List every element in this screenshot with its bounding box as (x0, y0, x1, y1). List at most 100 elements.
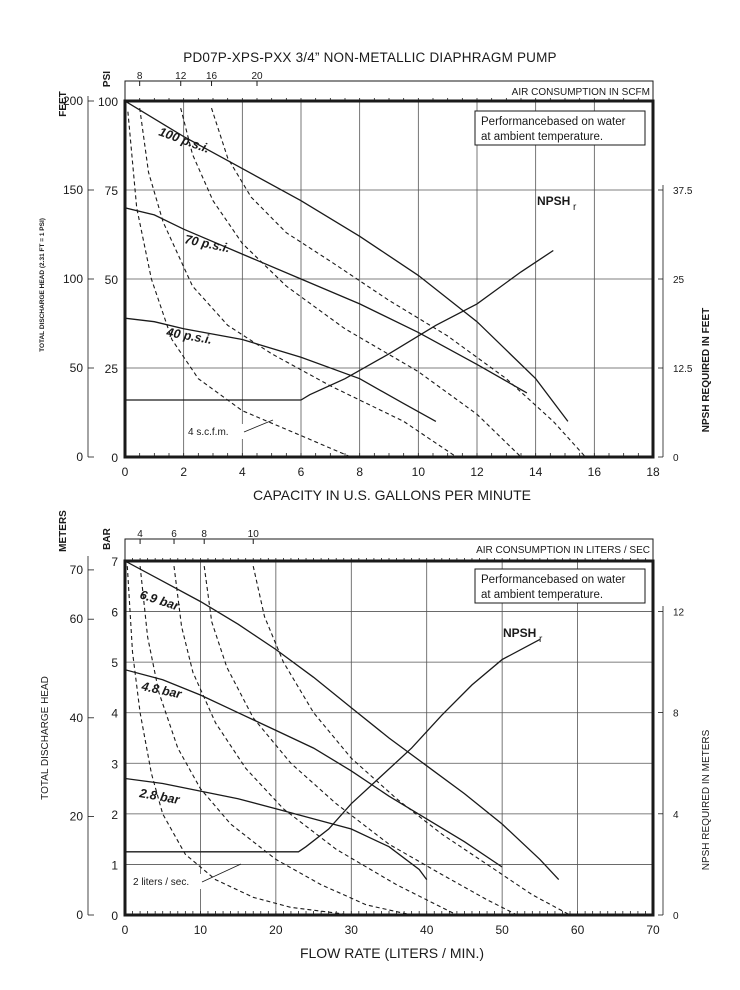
metric-air-axis-label: AIR CONSUMPTION IN LITERS / SEC (476, 545, 650, 556)
metric-secondary-tick-label: 70 (70, 563, 84, 577)
us-plot-frame (123, 99, 655, 459)
us-flow-note-leader (243, 419, 274, 433)
metric-air-curve (252, 565, 571, 916)
metric-pressure-curve (124, 777, 428, 880)
metric-secondary-tick-label: 20 (70, 809, 84, 823)
us-x-tick-label: 16 (588, 465, 602, 479)
metric-plot-frame (123, 559, 655, 917)
us-primary-tick-label: 50 (105, 273, 119, 287)
us-secondary-tick-label: 0 (76, 450, 83, 464)
us-x-axis-label: CAPACITY IN U.S. GALLONS PER MINUTE (253, 487, 531, 503)
metric-secondary-tick-label: 0 (76, 908, 83, 922)
us-note-line: at ambient temperature. (481, 131, 603, 143)
metric-pressure-curve (124, 669, 503, 868)
us-x-tick-label: 0 (122, 465, 129, 479)
us-primary-tick-label: 25 (105, 362, 119, 376)
metric-primary-tick-label: 7 (111, 555, 118, 569)
metric-air-curve (173, 566, 458, 916)
us-note-box (474, 110, 646, 146)
us-x-tick-label: 8 (356, 465, 363, 479)
metric-primary-axis-label: BAR (102, 527, 113, 549)
metric-x-tick-label: 20 (269, 923, 283, 937)
metric-npsh-curve (125, 638, 541, 853)
metric-right-tick-label: 8 (673, 709, 679, 720)
metric-x-axis-label: FLOW RATE (LITERS / MIN.) (300, 945, 484, 961)
us-right-tick-label: 25 (673, 275, 685, 286)
metric-pressure-curve (124, 560, 560, 881)
us-air-tick-label: 20 (251, 71, 263, 82)
metric-primary-tick-label: 2 (111, 808, 118, 822)
metric-right-axis-label: NPSH REQUIRED IN METERS (701, 729, 712, 870)
metric-primary-tick-label: 1 (111, 858, 118, 872)
us-x-tick-label: 12 (470, 465, 484, 479)
metric-air-curve (139, 566, 412, 916)
us-air-curve (127, 111, 352, 458)
us-secondary-tick-label: 50 (70, 361, 84, 375)
us-air-tick-label: 12 (175, 71, 187, 82)
us-flow-note: 4 s.c.f.m. (188, 427, 229, 438)
us-right-tick-label: 0 (673, 453, 679, 464)
metric-secondary-axis-caption: TOTAL DISCHARGE HEAD (40, 676, 51, 800)
metric-secondary-tick-label: 40 (70, 711, 84, 725)
us-secondary-axis-label: FEET (58, 91, 69, 117)
metric-flow-note: 2 liters / sec. (133, 877, 189, 888)
metric-primary-tick-label: 6 (111, 606, 118, 620)
metric-x-tick-label: 10 (194, 923, 208, 937)
metric-air-curve (126, 566, 352, 916)
us-pressure-curve (124, 317, 437, 422)
us-x-tick-label: 14 (529, 465, 543, 479)
us-air-curve (210, 107, 586, 458)
us-air-axis-label: AIR CONSUMPTION IN SCFM (512, 87, 650, 98)
us-air-tick-label: 8 (137, 71, 143, 82)
metric-air-tick-label: 6 (171, 529, 177, 540)
metric-pressure-label: 4.8 bar (139, 679, 183, 702)
metric-x-tick-label: 60 (571, 923, 585, 937)
us-secondary-axis-caption: TOTAL DISCHARGE HEAD (2.31 FT = 1 PSI) (39, 218, 46, 352)
metric-air-curve (203, 566, 518, 916)
us-primary-tick-label: 75 (105, 184, 119, 198)
us-air-tick-label: 16 (206, 71, 218, 82)
us-pressure-curve (124, 100, 569, 422)
metric-npsh-subscript: r (539, 634, 543, 645)
metric-x-tick-label: 0 (122, 923, 129, 937)
us-pressure-label: 40 p.s.i. (164, 325, 213, 347)
metric-note-line: Performancebased on water (481, 574, 626, 586)
us-air-curve (139, 108, 457, 458)
metric-note-line: at ambient temperature. (481, 589, 603, 601)
metric-right-tick-label: 0 (673, 911, 679, 922)
us-secondary-tick-label: 150 (63, 183, 83, 197)
metric-npsh-label: NPSH (503, 626, 536, 640)
metric-flow-note-backing (130, 874, 202, 889)
us-pressure-label: 100 p.s.i. (157, 125, 211, 156)
metric-primary-tick-label: 5 (111, 656, 118, 670)
metric-x-tick-label: 70 (646, 923, 660, 937)
metric-air-tick-label: 10 (248, 529, 260, 540)
metric-flow-note-leader (201, 863, 242, 883)
us-npsh-label: NPSH (537, 194, 570, 208)
us-npsh-subscript: r (573, 202, 577, 213)
metric-right-tick-label: 12 (673, 607, 685, 618)
metric-note-box (474, 568, 646, 604)
metric-x-tick-label: 40 (420, 923, 434, 937)
metric-primary-tick-label: 3 (111, 757, 118, 771)
metric-x-tick-label: 50 (495, 923, 509, 937)
metric-secondary-tick-label: 60 (70, 612, 84, 626)
us-secondary-tick-label: 100 (63, 272, 83, 286)
us-right-tick-label: 37.5 (673, 186, 693, 197)
us-x-tick-label: 6 (298, 465, 305, 479)
us-pressure-label: 70 p.s.i. (183, 232, 231, 255)
chart-title: PD07P-XPS-PXX 3/4” NON-METALLIC DIAPHRAG… (183, 50, 557, 65)
us-right-axis-label: NPSH REQUIRED IN FEET (701, 308, 712, 432)
us-pressure-curve (124, 207, 528, 394)
metric-air-tick-label: 4 (137, 529, 143, 540)
us-x-tick-label: 10 (412, 465, 426, 479)
us-primary-axis-label: PSI (102, 71, 113, 87)
metric-primary-tick-label: 4 (111, 707, 118, 721)
us-x-tick-label: 18 (646, 465, 660, 479)
us-secondary-tick-label: 200 (63, 94, 83, 108)
us-x-tick-label: 4 (239, 465, 246, 479)
us-x-tick-label: 2 (180, 465, 187, 479)
metric-x-tick-label: 30 (345, 923, 359, 937)
